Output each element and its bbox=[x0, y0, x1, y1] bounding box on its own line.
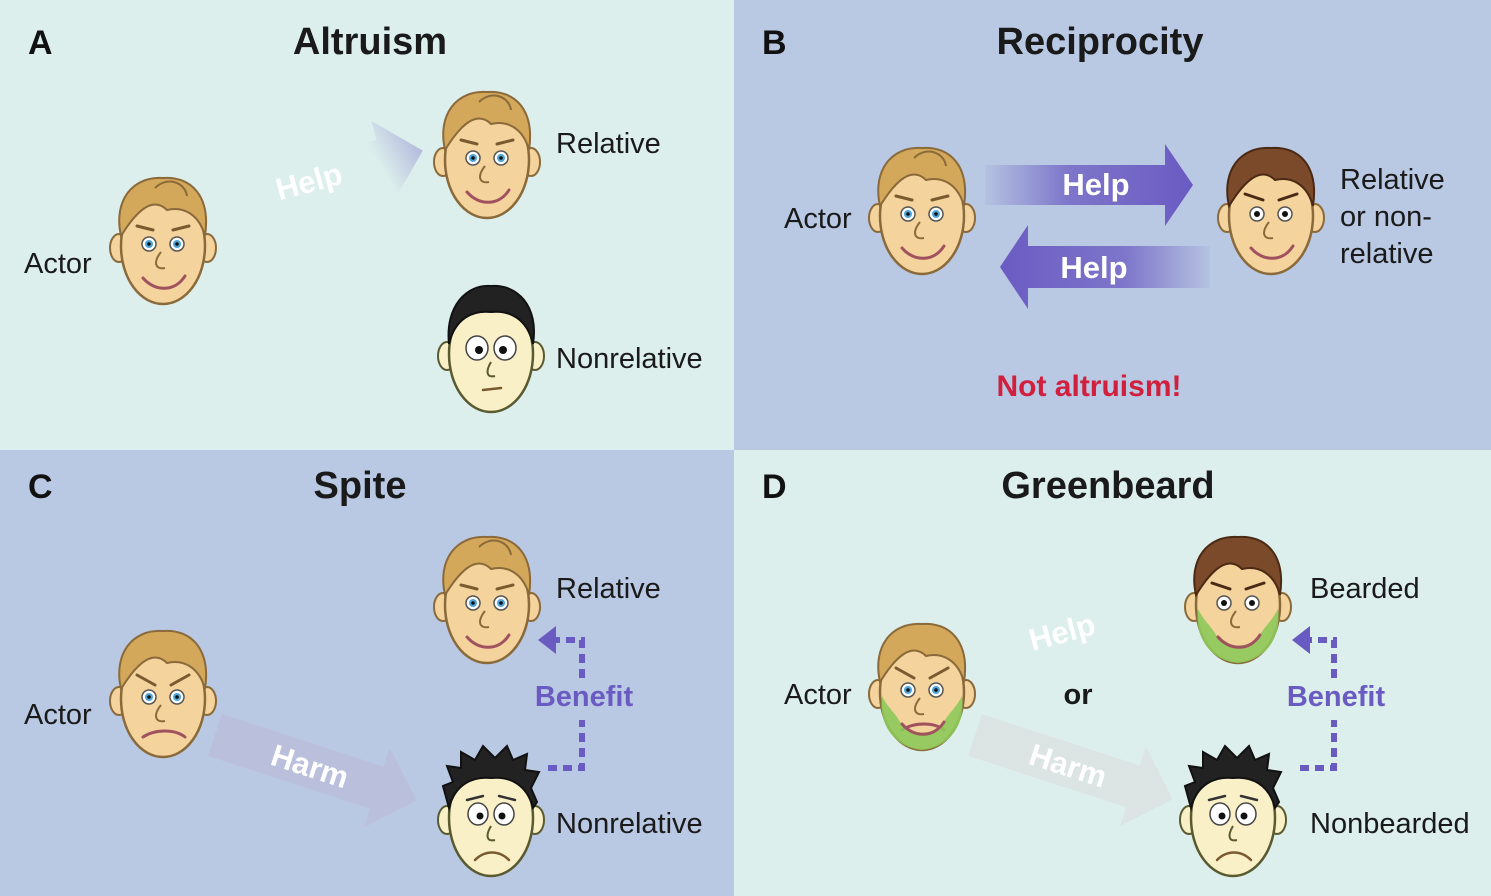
panel-a-background bbox=[0, 0, 734, 450]
panel-b-target-label-line2: or non- bbox=[1340, 201, 1432, 233]
panel-d-background bbox=[734, 450, 1491, 896]
panel-c: C Spite Actor Relative Nonrelative Harm … bbox=[24, 465, 703, 878]
panel-c-actor-label: Actor bbox=[24, 699, 92, 731]
panel-b-target-label-line1: Relative bbox=[1340, 164, 1445, 196]
help-arrow-left-label: Help bbox=[1060, 250, 1127, 285]
panel-b-target-label-line3: relative bbox=[1340, 238, 1434, 270]
help-arrow-right: Help bbox=[985, 144, 1193, 226]
help-arrow-right-label: Help bbox=[1062, 167, 1129, 202]
help-arrow: Help bbox=[969, 571, 1174, 677]
panel-a-title: Altruism bbox=[293, 21, 447, 63]
or-label: or bbox=[1064, 679, 1093, 711]
panel-c-title: Spite bbox=[314, 465, 407, 507]
panel-c-relative-label: Relative bbox=[556, 573, 661, 605]
panel-b-title: Reciprocity bbox=[997, 21, 1204, 63]
panel-d-letter: D bbox=[762, 468, 787, 506]
help-arrow-left: Help bbox=[1000, 225, 1210, 309]
panel-d-nonbearded-label: Nonbearded bbox=[1310, 808, 1470, 840]
benefit-dashed-arrow bbox=[538, 626, 585, 771]
benefit-label: Benefit bbox=[1287, 681, 1386, 713]
panel-a-actor-label: Actor bbox=[24, 248, 92, 280]
panel-c-letter: C bbox=[28, 468, 53, 506]
panel-d-title: Greenbeard bbox=[1001, 465, 1214, 507]
panel-d: D Greenbeard Actor Bearded Nonbearded He… bbox=[762, 465, 1470, 878]
benefit-dashed-arrow bbox=[1292, 626, 1337, 771]
panel-a-nonrelative-label: Nonrelative bbox=[556, 343, 703, 375]
panel-a-letter: A bbox=[28, 24, 53, 62]
panel-a-relative-label: Relative bbox=[556, 128, 661, 160]
benefit-label: Benefit bbox=[535, 681, 634, 713]
panel-b-letter: B bbox=[762, 24, 787, 62]
not-altruism-note: Not altruism! bbox=[996, 370, 1181, 403]
panel-b-background bbox=[734, 0, 1491, 450]
panel-d-bearded-label: Bearded bbox=[1310, 573, 1420, 605]
panel-b-actor-label: Actor bbox=[784, 203, 852, 235]
panel-d-actor-label: Actor bbox=[784, 679, 852, 711]
panel-a: A Altruism Actor Relative Nonrelative He… bbox=[24, 21, 703, 414]
panel-b: B Reciprocity Actor Relative or non- rel… bbox=[762, 21, 1445, 403]
panel-c-nonrelative-label: Nonrelative bbox=[556, 808, 703, 840]
